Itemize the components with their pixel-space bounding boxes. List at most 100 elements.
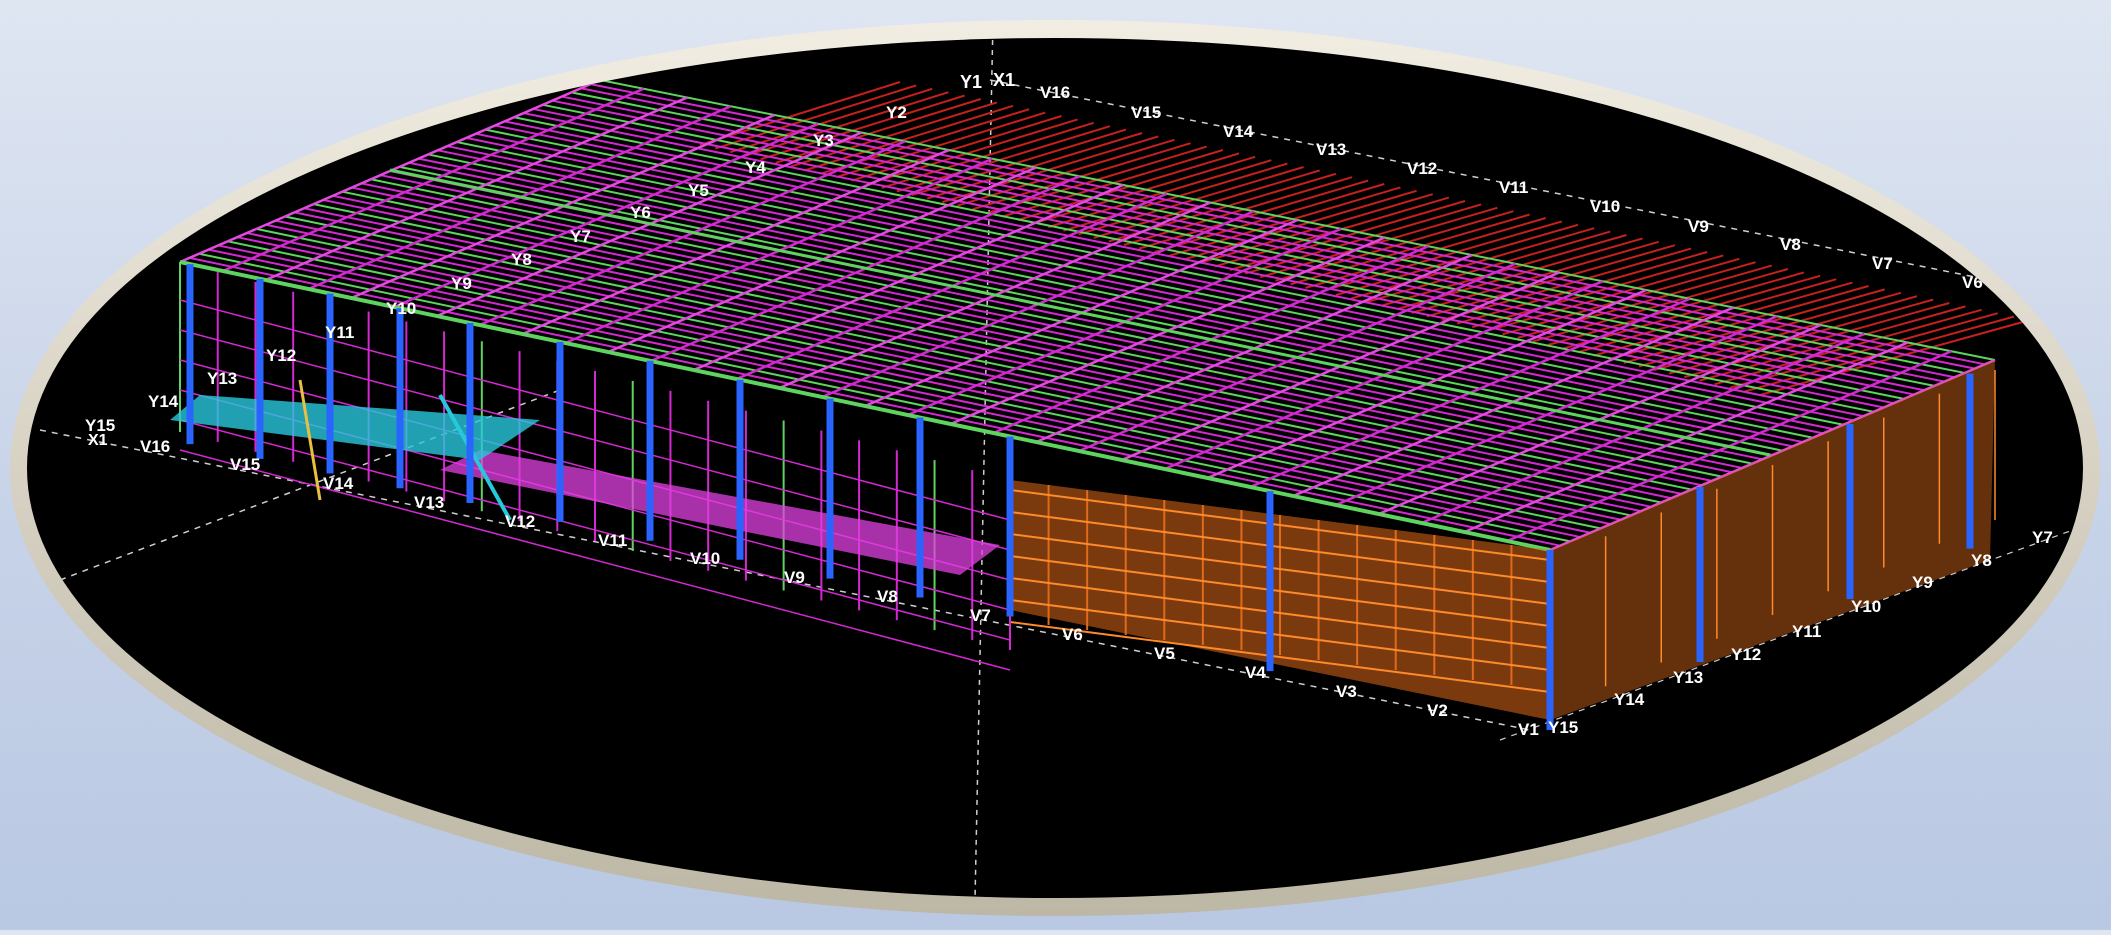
left-grid-label: Y12 <box>266 346 296 365</box>
left-grid-label: Y13 <box>207 369 237 388</box>
left-grid-label: Y14 <box>148 392 179 411</box>
wall-frame <box>179 329 1011 551</box>
back-grid-label: V14 <box>1223 122 1254 141</box>
left-grid-label: Y4 <box>745 158 766 177</box>
front-grid-label: V5 <box>1154 644 1175 663</box>
roof-sheet-line <box>1668 298 1934 375</box>
front-grid-label: V3 <box>1336 682 1357 701</box>
left-grid-label: Y2 <box>886 103 907 122</box>
right-grid-label: Y12 <box>1731 645 1761 664</box>
wall-framing <box>179 262 1996 720</box>
back-grid-label: V10 <box>1590 197 1620 216</box>
left-grid-label: Y5 <box>688 181 709 200</box>
wall-girt <box>1009 511 1551 583</box>
left-grid-label: Y9 <box>451 274 472 293</box>
wall-frame <box>179 419 1011 641</box>
front-grid-label: V6 <box>1062 625 1083 644</box>
structural-columns <box>186 264 1974 730</box>
roof-sheet-line <box>1456 251 1708 325</box>
brace <box>298 379 322 501</box>
left-grid-label-x1: X1 <box>88 432 108 449</box>
roof-sheet-line <box>1154 183 1385 254</box>
roof-sheet-line <box>729 87 933 154</box>
front-grid-label: V15 <box>230 455 260 474</box>
roof-sheet-line <box>1123 176 1353 246</box>
roof-sheet-line <box>1699 305 1966 382</box>
roof-eave <box>179 260 1551 552</box>
roof-sheet-line <box>851 115 1062 182</box>
left-grid-label: Y11 <box>325 323 354 342</box>
roof-sheet-line <box>1593 281 1853 357</box>
roof-sheet-line <box>1729 312 1998 389</box>
front-grid-label: V2 <box>1427 701 1448 720</box>
back-grid-label: V15 <box>1131 103 1161 122</box>
viewport-background <box>27 38 2083 898</box>
wall-girt <box>1009 577 1551 649</box>
back-grid-label: V16 <box>1040 83 1070 102</box>
roof-sheet-line <box>1714 308 1982 386</box>
right-grid-label: Y9 <box>1912 573 1933 592</box>
roof-sheet-line <box>911 128 1127 196</box>
roof-sheet-line <box>1169 186 1401 257</box>
back-grid-label: V13 <box>1316 140 1346 159</box>
left-grid-label: Y6 <box>630 203 651 222</box>
roof-sheet-line <box>1078 166 1304 236</box>
back-grid-label: V9 <box>1688 217 1709 236</box>
mezzanine-floor <box>440 450 1000 575</box>
front-grid-label: V12 <box>505 512 535 531</box>
roof-sheet-line <box>714 84 917 150</box>
front-grid-label: V10 <box>690 549 720 568</box>
right-grid-label: Y10 <box>1851 597 1881 616</box>
right-grid-label: Y14 <box>1614 690 1645 709</box>
back-grid-label: V12 <box>1407 159 1437 178</box>
front-grid-label: V7 <box>970 606 991 625</box>
left-grid-label: Y7 <box>570 227 591 246</box>
wall-girt <box>1009 599 1551 671</box>
roof-sheet-line <box>1487 257 1740 332</box>
roof-rafter <box>1549 358 1996 552</box>
roof-sheet-line <box>1335 223 1579 296</box>
front-grid-label: V8 <box>877 587 898 606</box>
front-grid-label: V9 <box>784 568 805 587</box>
wall-frame <box>179 299 1011 521</box>
front-grid-label: V11 <box>598 531 627 550</box>
front-grid-label: V4 <box>1245 663 1266 682</box>
roof-sheet-line <box>926 132 1143 200</box>
roof-sheet-line <box>1350 227 1595 300</box>
roof-sheet-line <box>866 118 1078 186</box>
guide-line <box>974 38 994 898</box>
left-grid-label: Y3 <box>813 131 834 150</box>
grid-label-top-x1: X1 <box>993 70 1015 90</box>
roof-sheet-line <box>1472 254 1724 329</box>
roof-sheet-line <box>1366 230 1611 304</box>
roof-sheet-line <box>1047 159 1272 229</box>
roof-sheet-line <box>699 81 901 146</box>
roof-sheet-line <box>1063 162 1288 232</box>
wall-girt <box>1009 555 1551 627</box>
front-grid-label: V16 <box>140 437 170 456</box>
front-grid-label: V14 <box>323 474 354 493</box>
back-grid-label: V8 <box>1780 235 1801 254</box>
roof-sheet-line <box>745 91 949 157</box>
roof-sheet-line <box>896 125 1111 193</box>
right-grid-label: Y7 <box>2032 528 2053 547</box>
left-grid-label: Y15 <box>85 416 115 435</box>
roof-sheet-line <box>1759 319 2031 396</box>
front-grid-label: V1 <box>1518 720 1539 739</box>
roof-sheet-line <box>1138 179 1369 250</box>
front-grid-label: V13 <box>414 493 444 512</box>
left-grid-label: Y8 <box>511 250 532 269</box>
right-grid-label: Y8 <box>1971 551 1992 570</box>
back-grid-label: V11 <box>1499 178 1528 197</box>
roof-sheet-line <box>835 111 1046 179</box>
wall-girt <box>1009 489 1551 561</box>
right-grid-label: Y11 <box>1792 622 1821 641</box>
roof-framing <box>179 78 2031 552</box>
wall-girt <box>1009 533 1551 605</box>
wall-girt <box>1009 621 1551 693</box>
roof-ridge <box>389 168 1771 457</box>
roof-sheet-line <box>1320 220 1563 293</box>
left-grid-label: Y10 <box>386 299 416 318</box>
